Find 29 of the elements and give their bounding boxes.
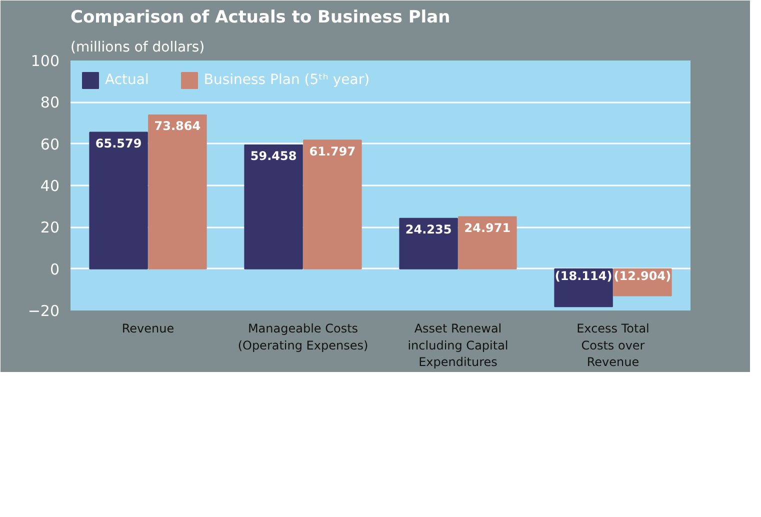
x-tick-label: Excess Total Costs over Revenue xyxy=(576,322,650,370)
y-tick-label: 0 xyxy=(50,260,60,278)
y-tick-label: 40 xyxy=(40,177,60,195)
x-tick-label: Revenue xyxy=(122,322,174,336)
bar xyxy=(244,144,303,270)
legend-label: Actual xyxy=(105,72,149,88)
y-tick-label: −20 xyxy=(28,302,60,320)
data-label: 73.864 xyxy=(154,119,201,134)
x-tick-label: Manageable Costs (Operating Expenses) xyxy=(238,322,368,352)
data-label: 65.579 xyxy=(95,136,142,150)
bar xyxy=(89,132,148,270)
bar xyxy=(303,140,362,270)
data-label: 24.235 xyxy=(405,222,452,237)
data-label: 61.797 xyxy=(309,144,356,158)
bar xyxy=(458,216,517,270)
data-label: (12.904) xyxy=(614,268,672,283)
y-tick-label: 100 xyxy=(30,52,60,70)
bar xyxy=(399,218,458,270)
chart-subtitle: (millions of dollars) xyxy=(70,40,205,56)
y-tick-label: 20 xyxy=(40,218,60,237)
x-tick-label: Asset Renewal including Capital Expenditures xyxy=(408,322,508,370)
data-label: (18.114) xyxy=(554,268,612,283)
y-tick-label: 80 xyxy=(40,94,60,112)
bar xyxy=(148,114,207,270)
data-label: 59.458 xyxy=(250,149,297,164)
data-label: 24.971 xyxy=(464,221,511,236)
y-tick-label: 60 xyxy=(40,135,60,154)
chart-title: Comparison of Actuals to Business Plan xyxy=(70,8,450,28)
legend-label: Business Plan (5ᵗʰ year) xyxy=(204,72,370,88)
